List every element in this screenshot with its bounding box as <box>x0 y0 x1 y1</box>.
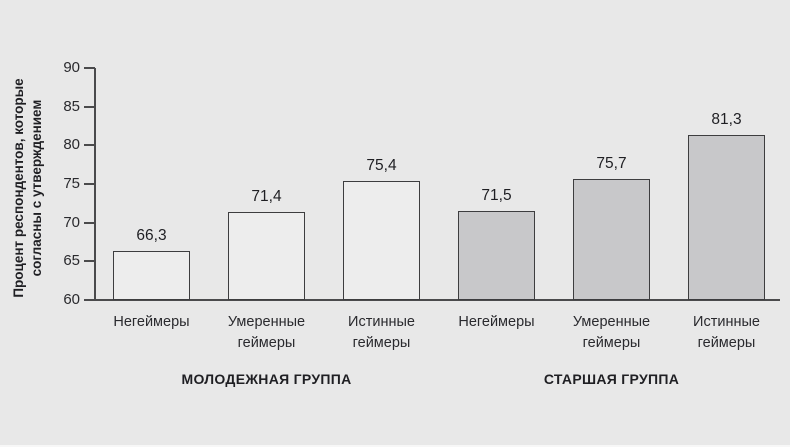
bar-1 <box>113 251 190 300</box>
category-label: Истинные геймеры <box>693 314 760 351</box>
bottom-edge-highlight <box>0 445 790 447</box>
x-axis-line <box>94 299 780 301</box>
y-tick-mark <box>84 67 95 69</box>
y-tick-mark <box>84 260 95 263</box>
category-label: Умеренные геймеры <box>572 314 651 351</box>
y-tick-label: 80 <box>63 136 80 154</box>
category-label: Негеймеры <box>113 314 190 330</box>
y-tick-mark <box>84 144 95 147</box>
bar-value-label: 71,5 <box>481 187 512 205</box>
y-tick-label: 70 <box>63 213 80 231</box>
y-tick-label: 65 <box>63 252 80 270</box>
y-tick-mark <box>84 183 95 185</box>
y-tick-mark <box>84 221 95 224</box>
bar-value-label: 75,4 <box>366 156 397 174</box>
y-tick-mark <box>84 299 95 301</box>
bar-value-label: 66,3 <box>136 227 167 245</box>
group-label-1: МОЛОДЕЖНАЯ ГРУППА <box>181 371 352 387</box>
bar-2 <box>228 211 305 300</box>
y-tick-label: 60 <box>63 291 80 308</box>
category-label: Умеренные геймеры <box>227 314 306 351</box>
bar-5 <box>573 178 650 300</box>
y-tick-label: 75 <box>63 175 80 192</box>
y-axis-title: Процент респондентов, которые согласны с… <box>10 78 46 297</box>
category-label: Негеймеры <box>458 314 535 330</box>
y-tick-mark <box>84 105 95 108</box>
bar-value-label: 81,3 <box>711 111 742 129</box>
y-axis-title-line2: согласны с утверждением <box>29 99 44 277</box>
bar-6 <box>688 135 765 300</box>
y-axis-line <box>94 68 96 301</box>
bar-value-label: 71,4 <box>251 187 282 205</box>
y-axis-title-line1: Процент респондентов, которые <box>11 78 26 298</box>
group-label-2: СТАРШАЯ ГРУППА <box>543 371 680 387</box>
y-tick-label: 85 <box>63 97 80 115</box>
bar-value-label: 75,7 <box>596 154 627 172</box>
bar-4 <box>458 211 535 300</box>
bar-3 <box>343 180 420 300</box>
category-label: Истинные геймеры <box>348 314 415 351</box>
y-tick-label: 90 <box>63 59 80 76</box>
